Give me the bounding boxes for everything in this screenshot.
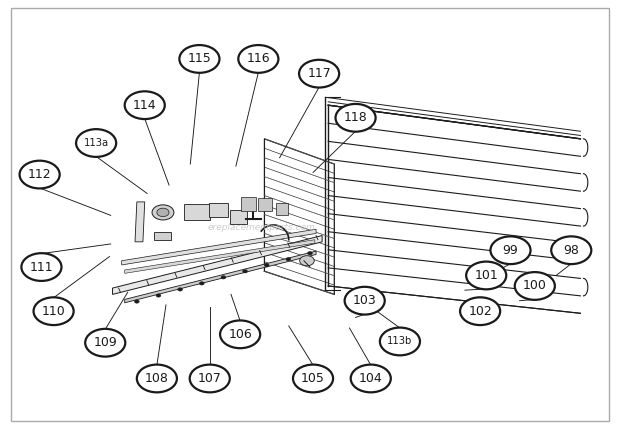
- Circle shape: [299, 256, 314, 266]
- Circle shape: [33, 297, 74, 325]
- Circle shape: [137, 365, 177, 393]
- Circle shape: [299, 60, 339, 88]
- Circle shape: [551, 236, 591, 264]
- Text: 113b: 113b: [388, 336, 412, 347]
- Circle shape: [200, 282, 204, 285]
- Circle shape: [221, 276, 226, 279]
- Polygon shape: [122, 229, 316, 265]
- Text: 111: 111: [30, 260, 53, 274]
- FancyBboxPatch shape: [208, 203, 228, 218]
- Circle shape: [335, 104, 376, 132]
- Circle shape: [76, 129, 116, 157]
- Text: 106: 106: [228, 328, 252, 341]
- Text: 102: 102: [468, 305, 492, 318]
- FancyBboxPatch shape: [258, 198, 272, 211]
- Circle shape: [286, 257, 291, 261]
- Circle shape: [190, 365, 230, 393]
- Circle shape: [152, 205, 174, 220]
- Text: 98: 98: [564, 244, 579, 257]
- FancyBboxPatch shape: [241, 197, 256, 211]
- Circle shape: [308, 251, 312, 255]
- Text: ereplacementparts.com: ereplacementparts.com: [208, 223, 316, 232]
- Circle shape: [20, 161, 60, 188]
- Text: 117: 117: [308, 67, 331, 80]
- Text: 101: 101: [474, 269, 498, 282]
- Text: 114: 114: [133, 99, 156, 112]
- Circle shape: [85, 329, 125, 356]
- FancyBboxPatch shape: [184, 204, 210, 220]
- Circle shape: [157, 208, 169, 217]
- Circle shape: [380, 328, 420, 355]
- Text: 99: 99: [503, 244, 518, 257]
- Circle shape: [264, 263, 269, 267]
- FancyBboxPatch shape: [230, 210, 247, 224]
- Text: 118: 118: [343, 111, 368, 124]
- Circle shape: [220, 320, 260, 348]
- Circle shape: [238, 45, 278, 73]
- Circle shape: [135, 300, 140, 303]
- Text: 112: 112: [28, 168, 51, 181]
- Text: 105: 105: [301, 372, 325, 385]
- Circle shape: [345, 287, 385, 314]
- Text: 116: 116: [247, 52, 270, 66]
- Text: 107: 107: [198, 372, 222, 385]
- FancyBboxPatch shape: [154, 232, 171, 240]
- Text: 113a: 113a: [84, 138, 108, 148]
- FancyBboxPatch shape: [276, 203, 288, 215]
- Circle shape: [21, 253, 61, 281]
- Circle shape: [125, 91, 165, 119]
- Circle shape: [490, 236, 531, 264]
- Polygon shape: [125, 251, 316, 303]
- Circle shape: [515, 272, 555, 300]
- Circle shape: [351, 365, 391, 393]
- Text: 108: 108: [145, 372, 169, 385]
- Text: 104: 104: [359, 372, 383, 385]
- Circle shape: [242, 270, 247, 273]
- Polygon shape: [135, 202, 144, 242]
- Circle shape: [460, 297, 500, 325]
- Text: 115: 115: [187, 52, 211, 66]
- Circle shape: [156, 294, 161, 297]
- Polygon shape: [125, 240, 315, 273]
- Text: 100: 100: [523, 279, 547, 293]
- Polygon shape: [112, 236, 322, 294]
- Text: 103: 103: [353, 294, 376, 307]
- Text: 110: 110: [42, 305, 66, 318]
- Circle shape: [466, 262, 507, 289]
- Circle shape: [293, 365, 333, 393]
- Circle shape: [178, 288, 182, 291]
- Circle shape: [179, 45, 219, 73]
- Text: 109: 109: [94, 336, 117, 349]
